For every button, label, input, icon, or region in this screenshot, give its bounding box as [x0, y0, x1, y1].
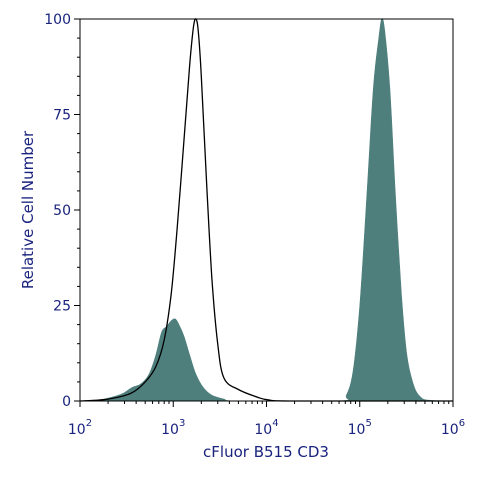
y-axis-title: Relative Cell Number: [19, 130, 37, 289]
y-tick-label: 75: [53, 108, 71, 124]
y-tick-label: 100: [44, 12, 71, 28]
y-tick-label: 50: [53, 203, 71, 219]
y-tick-label: 0: [62, 394, 71, 410]
x-tick-label: 103: [161, 418, 185, 438]
x-tick-label: 104: [254, 418, 278, 438]
series-outline-histogram: [79, 18, 453, 402]
x-tick-label: 105: [348, 418, 372, 438]
x-tick-label: 106: [441, 418, 465, 438]
x-axis-title: cFluor B515 CD3: [203, 443, 329, 461]
x-tick-label: 102: [68, 418, 92, 438]
ticks-layer: 102 103 104 105 106 0 25 50 75 100: [44, 12, 465, 438]
series-filled-histogram: [79, 18, 454, 402]
y-tick-label: 25: [53, 299, 71, 315]
series-layer: [79, 18, 454, 402]
